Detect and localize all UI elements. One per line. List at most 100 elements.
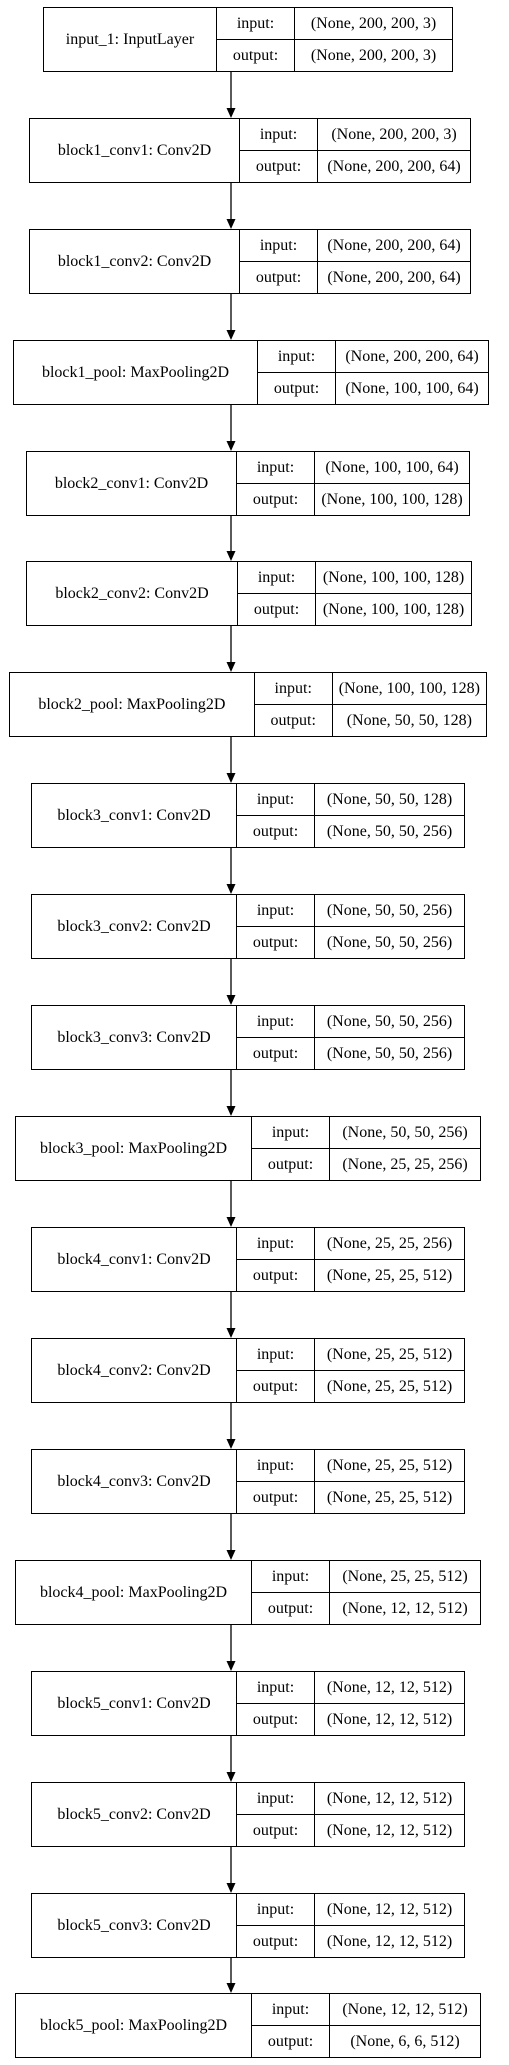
- shape-values: (None, 100, 100, 128) (None, 100, 100, 12…: [316, 562, 471, 625]
- shape-values: (None, 25, 25, 512) (None, 25, 25, 512): [315, 1339, 464, 1402]
- layer-node: block2_conv1: Conv2D input: output: (None, …: [26, 451, 470, 516]
- output-port-label: output:: [252, 1377, 299, 1395]
- shape-values: (None, 100, 100, 128) (None, 50, 50, 128): [332, 673, 486, 736]
- shape-values: (None, 100, 100, 64) (None, 100, 100, 128…: [315, 452, 469, 515]
- layer-name: block5_pool: MaxPooling2D: [16, 1994, 252, 2057]
- arrow-head: [226, 773, 236, 783]
- output-shape: (None, 200, 200, 64): [327, 157, 461, 175]
- shape-values: (None, 200, 200, 3) (None, 200, 200, 64): [318, 119, 470, 182]
- layer-name: block3_conv1: Conv2D: [32, 784, 237, 847]
- layer-node: block4_conv3: Conv2D input: output: (None, …: [31, 1449, 465, 1514]
- output-port-label: output:: [255, 268, 302, 286]
- shape-values: (None, 200, 200, 64) (None, 100, 100, 64): [336, 341, 488, 404]
- port-labels: input: output:: [252, 1994, 330, 2057]
- arrow-head: [226, 1550, 236, 1560]
- port-labels: input: output:: [240, 230, 318, 293]
- port-labels: input: output:: [217, 8, 295, 71]
- input-port-label: input:: [252, 1117, 329, 1149]
- port-labels: input: output:: [237, 1783, 315, 1846]
- port-labels: input: output:: [237, 895, 315, 958]
- output-shape: (None, 50, 50, 256): [326, 933, 453, 951]
- input-shape: (None, 100, 100, 128): [332, 673, 486, 705]
- layer-name: block3_conv3: Conv2D: [32, 1006, 237, 1069]
- input-shape: (None, 25, 25, 256): [315, 1228, 464, 1260]
- layer-node: block3_conv3: Conv2D input: output: (None, …: [31, 1005, 465, 1070]
- arrow-head: [226, 1772, 236, 1782]
- arrow-head: [226, 330, 236, 340]
- output-port-label: output:: [252, 1821, 299, 1839]
- output-port-label: output:: [252, 1932, 299, 1950]
- output-port-label: output:: [267, 1599, 314, 1617]
- output-port-label: output:: [273, 379, 320, 397]
- layer-name: block5_conv1: Conv2D: [32, 1672, 237, 1735]
- input-port-label: input:: [217, 8, 294, 40]
- port-labels: input: output:: [237, 784, 315, 847]
- layer-name: block2_conv1: Conv2D: [27, 452, 237, 515]
- port-labels: input: output:: [258, 341, 336, 404]
- layer-name: block4_conv2: Conv2D: [32, 1339, 237, 1402]
- shape-values: (None, 25, 25, 512) (None, 12, 12, 512): [330, 1561, 480, 1624]
- shape-values: (None, 50, 50, 256) (None, 50, 50, 256): [315, 1006, 464, 1069]
- port-labels: input: output:: [237, 1450, 315, 1513]
- port-labels: input: output:: [252, 1561, 330, 1624]
- arrow-head: [226, 1106, 236, 1116]
- input-port-label: input:: [237, 1783, 314, 1815]
- output-shape: (None, 25, 25, 512): [326, 1488, 453, 1506]
- output-shape: (None, 200, 200, 64): [327, 268, 461, 286]
- output-port-label: output:: [252, 1266, 299, 1284]
- shape-values: (None, 12, 12, 512) (None, 12, 12, 512): [315, 1894, 464, 1957]
- arrow-head: [226, 1439, 236, 1449]
- output-shape: (None, 12, 12, 512): [326, 1821, 453, 1839]
- output-shape: (None, 12, 12, 512): [326, 1710, 453, 1728]
- layer-node: block2_conv2: Conv2D input: output: (None, …: [26, 561, 472, 626]
- layer-node: block2_pool: MaxPooling2D input: output: (N…: [9, 672, 487, 737]
- input-shape: (None, 200, 200, 64): [318, 230, 470, 262]
- output-shape: (None, 200, 200, 3): [310, 46, 437, 64]
- input-shape: (None, 50, 50, 256): [330, 1117, 480, 1149]
- layer-name: block3_pool: MaxPooling2D: [16, 1117, 252, 1180]
- output-port-label: output:: [270, 711, 316, 729]
- output-shape: (None, 12, 12, 512): [342, 1599, 468, 1617]
- shape-values: (None, 50, 50, 128) (None, 50, 50, 256): [315, 784, 464, 847]
- input-shape: (None, 200, 200, 64): [336, 341, 488, 373]
- input-port-label: input:: [237, 895, 314, 927]
- input-port-label: input:: [237, 1894, 314, 1926]
- layer-node: block5_pool: MaxPooling2D input: output: (N…: [15, 1993, 481, 2058]
- shape-values: (None, 200, 200, 3) (None, 200, 200, 3): [295, 8, 452, 71]
- layer-node: input_1: InputLayer input: output: (None, 2…: [43, 7, 453, 72]
- layer-name: input_1: InputLayer: [44, 8, 217, 71]
- input-shape: (None, 12, 12, 512): [315, 1783, 464, 1815]
- output-port-label: output:: [267, 2032, 314, 2050]
- layer-node: block1_pool: MaxPooling2D input: output: (N…: [13, 340, 489, 405]
- layer-name: block4_conv3: Conv2D: [32, 1450, 237, 1513]
- input-port-label: input:: [240, 119, 317, 151]
- input-shape: (None, 50, 50, 256): [315, 1006, 464, 1038]
- arrow-head: [226, 662, 236, 672]
- layer-node: block3_pool: MaxPooling2D input: output: (N…: [15, 1116, 481, 1181]
- port-labels: input: output:: [252, 1117, 330, 1180]
- input-port-label: input:: [237, 1006, 314, 1038]
- port-labels: input: output:: [237, 1006, 315, 1069]
- input-shape: (None, 100, 100, 64): [315, 452, 469, 484]
- input-shape: (None, 12, 12, 512): [330, 1994, 480, 2026]
- input-shape: (None, 12, 12, 512): [315, 1894, 464, 1926]
- input-port-label: input:: [240, 230, 317, 262]
- output-shape: (None, 50, 50, 128): [346, 711, 472, 729]
- arrow-head: [226, 108, 236, 118]
- input-shape: (None, 12, 12, 512): [315, 1672, 464, 1704]
- shape-values: (None, 12, 12, 512) (None, 12, 12, 512): [315, 1672, 464, 1735]
- layer-name: block4_pool: MaxPooling2D: [16, 1561, 252, 1624]
- input-shape: (None, 50, 50, 128): [315, 784, 464, 816]
- input-port-label: input:: [237, 1339, 314, 1371]
- arrow-head: [226, 1883, 236, 1893]
- port-labels: input: output:: [254, 673, 333, 736]
- input-shape: (None, 50, 50, 256): [315, 895, 464, 927]
- shape-values: (None, 25, 25, 256) (None, 25, 25, 512): [315, 1228, 464, 1291]
- output-shape: (None, 100, 100, 128): [322, 600, 465, 618]
- port-labels: input: output:: [237, 1339, 315, 1402]
- layer-name: block5_conv3: Conv2D: [32, 1894, 237, 1957]
- shape-values: (None, 12, 12, 512) (None, 12, 12, 512): [315, 1783, 464, 1846]
- input-shape: (None, 25, 25, 512): [315, 1339, 464, 1371]
- output-port-label: output:: [255, 157, 302, 175]
